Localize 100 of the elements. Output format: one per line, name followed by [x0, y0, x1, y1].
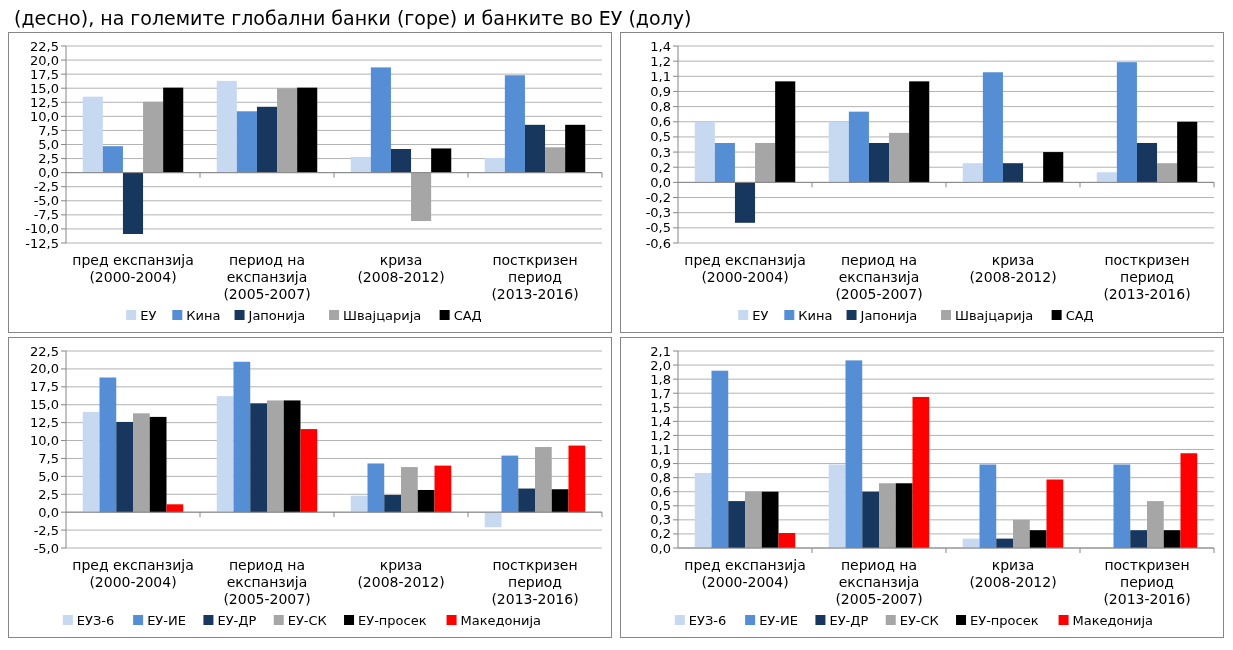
legend-label: Швајцарија: [343, 307, 422, 323]
bar: [163, 87, 184, 173]
x-tick-label: посткризен период (2013-2016): [491, 557, 579, 607]
bar: [1147, 501, 1164, 548]
bar: [116, 421, 133, 513]
bar: [879, 483, 896, 548]
bar: [1130, 530, 1147, 548]
bar: [484, 158, 505, 173]
legend-label: ЕУ-ИЕ: [759, 612, 798, 628]
bar: [1096, 172, 1117, 183]
y-tick-label: 22,5: [30, 343, 59, 359]
bar: [755, 142, 776, 183]
y-tick-label: 1,1: [650, 442, 671, 458]
legend-label: САД: [453, 307, 482, 323]
bar: [1002, 163, 1024, 183]
x-tick-label: период на експанзија (2005-2007): [223, 252, 311, 302]
legend-label: ЕУЗ-6: [76, 612, 115, 628]
bar: [411, 172, 432, 222]
y-tick-label: 17,5: [30, 379, 59, 395]
bar: [979, 464, 997, 548]
bar: [390, 149, 412, 173]
bar: [734, 182, 756, 223]
y-tick-label: -10,0: [25, 221, 59, 237]
y-tick-label: 1,4: [650, 413, 671, 429]
bar: [535, 446, 552, 513]
legend-label: ЕУ-СК: [899, 612, 939, 628]
bar: [711, 370, 729, 548]
bar: [895, 483, 913, 548]
bar: [216, 80, 237, 173]
bar: [504, 75, 525, 173]
y-tick-label: 0,5: [650, 498, 671, 514]
bar: [350, 495, 368, 513]
y-tick-label: 0,3: [650, 512, 671, 528]
y-tick-label: 12,5: [30, 415, 59, 431]
y-tick-label: 5,0: [38, 137, 59, 153]
y-tick-label: -0,3: [645, 205, 671, 221]
y-tick-label: 20,0: [30, 361, 59, 377]
bar: [845, 360, 863, 548]
bar: [401, 467, 418, 513]
y-tick-label: -0,2: [645, 190, 671, 206]
bar: [1013, 519, 1030, 548]
bar: [761, 491, 779, 548]
y-tick-label: 0,9: [650, 84, 671, 100]
bar: [889, 132, 910, 183]
bar: [82, 96, 103, 173]
bar: [283, 400, 301, 513]
bar: [236, 111, 257, 173]
legend-label: ЕУ-СК: [287, 612, 327, 628]
bar: [848, 111, 869, 183]
bar: [828, 121, 849, 183]
x-tick-label: пред експанзија (2000-2004): [684, 252, 806, 285]
legend-label: САД: [1065, 307, 1094, 323]
y-tick-label: -0,5: [645, 220, 671, 236]
y-tick-label: 1,1: [650, 68, 671, 84]
legend-label: Швајцарија: [955, 307, 1034, 323]
y-tick-label: -2,5: [33, 179, 59, 195]
bar: [565, 124, 586, 173]
y-tick-label: 0,0: [38, 165, 59, 181]
bar: [297, 87, 318, 173]
bar: [1180, 453, 1198, 548]
y-tick-label: -0,6: [645, 235, 671, 251]
y-tick-label: 1,2: [650, 427, 671, 443]
y-tick-label: 1,4: [650, 38, 671, 54]
legend-label: ЕУ: [140, 307, 157, 323]
x-tick-label: посткризен период (2013-2016): [491, 252, 579, 302]
bar: [102, 146, 123, 173]
y-tick-label: 2,0: [650, 357, 671, 373]
bar: [912, 396, 930, 548]
y-tick-label: 0,0: [650, 540, 671, 556]
y-tick-label: 0,6: [650, 484, 671, 500]
y-tick-label: 2,5: [38, 486, 59, 502]
bar: [256, 106, 278, 173]
y-tick-label: 5,0: [38, 468, 59, 484]
y-tick-label: 0,5: [650, 129, 671, 145]
bar: [714, 142, 735, 183]
y-tick-label: 0,0: [650, 174, 671, 190]
y-tick-label: -5,0: [33, 193, 59, 209]
chart-title: (десно), на големите глобални банки (горе) и банките во ЕУ (долу): [14, 7, 692, 29]
legend-label: Македонија: [460, 612, 542, 628]
bar: [122, 172, 144, 234]
y-tick-label: 20,0: [30, 52, 59, 68]
y-tick-label: 0,8: [650, 99, 671, 115]
legend-label: ЕУ-просек: [970, 612, 1039, 628]
y-tick-label: 10,0: [30, 433, 59, 449]
y-tick-label: 1,5: [650, 399, 671, 415]
bar: [1163, 530, 1181, 548]
bar: [434, 465, 452, 513]
x-tick-label: посткризен период (2013-2016): [1103, 252, 1191, 302]
bar: [1043, 152, 1064, 183]
x-tick-label: пред експанзија (2000-2004): [684, 557, 806, 590]
bar: [384, 494, 401, 513]
bar: [518, 488, 535, 513]
legend-label: ЕУ-просек: [358, 612, 427, 628]
bar: [1046, 479, 1064, 548]
x-tick-label: криза (2008-2012): [357, 557, 445, 590]
bar: [1177, 121, 1198, 183]
bar: [277, 88, 298, 173]
bar: [417, 489, 435, 513]
y-tick-label: 0,6: [650, 114, 671, 130]
y-tick-label: 0,3: [650, 144, 671, 160]
